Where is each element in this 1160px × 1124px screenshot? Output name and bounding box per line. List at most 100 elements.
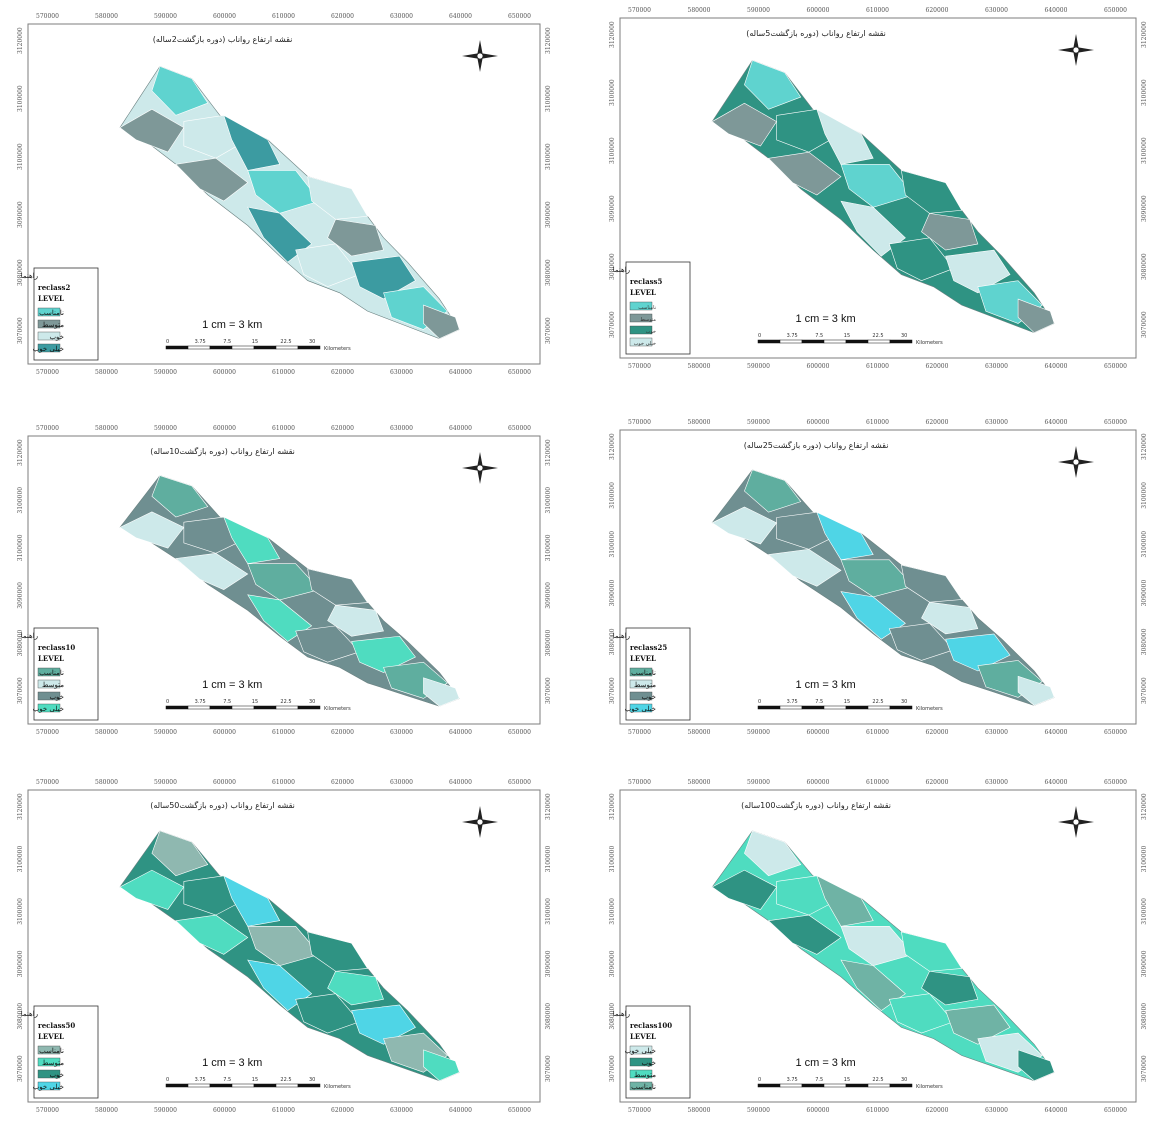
x-tick-label-top: 570000 <box>36 425 59 432</box>
x-tick-label-bottom: 600000 <box>213 1107 236 1114</box>
legend-item-label: خوب <box>49 333 64 341</box>
scalebar-unit: Kilometers <box>916 706 943 712</box>
scalebar-label: 15 <box>844 333 850 339</box>
scalebar-segment <box>823 1083 847 1088</box>
sub-basin-polygon <box>888 237 955 282</box>
x-tick-label-bottom: 630000 <box>390 1107 413 1114</box>
scalebar-label: 0 <box>166 699 169 705</box>
y-tick-label-right: 3100000 <box>1141 845 1148 872</box>
y-tick-label-right: 3090000 <box>1141 195 1148 222</box>
scalebar-segment <box>757 705 781 710</box>
legend-swatch <box>629 313 653 323</box>
scalebar-segment <box>867 1083 891 1088</box>
x-tick-label-top: 570000 <box>36 779 59 786</box>
scalebar-segment <box>889 1083 913 1088</box>
map-svg: 570000 570000 580000 580000 590000 590000 6000… <box>17 779 552 1114</box>
x-tick-label-bottom: 620000 <box>926 729 949 736</box>
compass-rose-icon <box>1058 446 1094 478</box>
legend-field-name: LEVEL <box>630 288 656 297</box>
map-svg: 570000 570000 580000 580000 590000 590000 6000… <box>17 13 552 376</box>
scalebar-label: 30 <box>901 699 907 705</box>
x-tick-label-top: 600000 <box>807 7 830 14</box>
legend-swatch <box>629 667 653 677</box>
sub-basin-polygon <box>816 108 874 165</box>
scalebar-label: 3.75 <box>787 699 798 705</box>
scalebar-label: 22.5 <box>280 339 291 345</box>
scalebar-label: 7.5 <box>815 699 823 705</box>
scalebar-label: 3.75 <box>195 339 206 345</box>
scalebar-label: 7.5 <box>223 339 231 345</box>
x-tick-label-top: 580000 <box>688 7 711 14</box>
x-tick-label-top: 600000 <box>807 419 830 426</box>
y-tick-label-left: 3100000 <box>609 137 616 164</box>
x-tick-label-bottom: 620000 <box>926 363 949 370</box>
x-tick-label-top: 630000 <box>985 779 1008 786</box>
legend-field-name: LEVEL <box>630 1032 656 1041</box>
legend-item-label: خیلی خوب <box>33 1083 64 1091</box>
scalebar-label: 15 <box>252 339 258 345</box>
y-tick-label-left: 3090000 <box>17 582 24 609</box>
map-title: نقشه ارتفاع رواناب (دوره بازگشت2ساله) <box>153 34 293 44</box>
y-tick-label-left: 3120000 <box>609 21 616 48</box>
legend-item-label: نامناسب <box>39 669 64 677</box>
y-tick-label-right: 3120000 <box>545 793 552 820</box>
y-tick-label-right: 3080000 <box>545 259 552 286</box>
y-tick-label-left: 3100000 <box>609 845 616 872</box>
sub-basin-polygon <box>816 875 874 927</box>
sub-basin-polygon <box>423 1049 460 1082</box>
y-tick-label-right: 3120000 <box>545 27 552 54</box>
sub-basin-polygon <box>888 623 955 661</box>
legend-swatch <box>37 679 61 689</box>
x-tick-label-top: 600000 <box>213 425 236 432</box>
y-tick-label-left: 3090000 <box>17 950 24 977</box>
y-tick-label-left: 3120000 <box>17 27 24 54</box>
scalebar-segment <box>779 1083 803 1088</box>
y-tick-label-right: 3090000 <box>545 201 552 228</box>
legend-swatch <box>37 1057 61 1067</box>
y-tick-label-right: 3090000 <box>545 582 552 609</box>
x-tick-label-top: 580000 <box>95 13 118 20</box>
x-tick-label-bottom: 630000 <box>985 363 1008 370</box>
scalebar-segment <box>845 339 869 344</box>
y-tick-label-left: 3120000 <box>17 439 24 466</box>
scalebar-segment <box>231 1083 255 1088</box>
x-tick-label-bottom: 600000 <box>213 369 236 376</box>
scalebar-unit: Kilometers <box>916 1084 943 1090</box>
legend-item-label: نامناسب <box>638 305 656 311</box>
sub-basin-polygon <box>119 108 185 153</box>
scalebar-label: 3.75 <box>195 1077 206 1083</box>
y-tick-label-right: 3100000 <box>1141 531 1148 558</box>
x-tick-label-bottom: 630000 <box>985 1107 1008 1114</box>
scalebar-label: 0 <box>166 339 169 345</box>
sub-basin-polygon <box>175 914 249 955</box>
x-tick-label-top: 620000 <box>926 7 949 14</box>
x-tick-label-bottom: 640000 <box>449 369 472 376</box>
scalebar-segment <box>165 1083 189 1088</box>
y-tick-label-left: 3070000 <box>609 311 616 338</box>
sub-basin-polygon <box>1017 1049 1055 1082</box>
legend-item-label: خیلی خوب <box>625 1047 656 1055</box>
sub-basin-polygon <box>423 677 460 707</box>
legend-header: راهنما <box>21 272 38 280</box>
x-tick-label-bottom: 650000 <box>1104 729 1127 736</box>
legend-layer-name: reclass5 <box>630 277 662 286</box>
map-panel-2yr: 570000 570000 580000 580000 590000 590000 6000… <box>4 6 564 386</box>
y-tick-label-right: 3100000 <box>1141 482 1148 509</box>
x-tick-label-bottom: 610000 <box>272 369 295 376</box>
map-panel-50yr: 570000 570000 580000 580000 590000 590000 6000… <box>4 772 564 1124</box>
legend-header: راهنما <box>613 266 630 274</box>
y-tick-label-right: 3080000 <box>1141 628 1148 655</box>
legend-item-label: خوب <box>646 329 656 335</box>
x-tick-label-top: 650000 <box>1104 779 1127 786</box>
legend-swatch <box>37 703 61 713</box>
legend-item-label: خیلی خوب <box>33 705 64 713</box>
sub-basin-polygon <box>151 830 209 877</box>
legend-item-label: نامناسب <box>39 309 64 317</box>
scalebar-segment <box>231 705 255 710</box>
scalebar-segment <box>889 339 913 344</box>
y-tick-label-left: 3100000 <box>609 482 616 509</box>
x-tick-label-bottom: 640000 <box>449 1107 472 1114</box>
